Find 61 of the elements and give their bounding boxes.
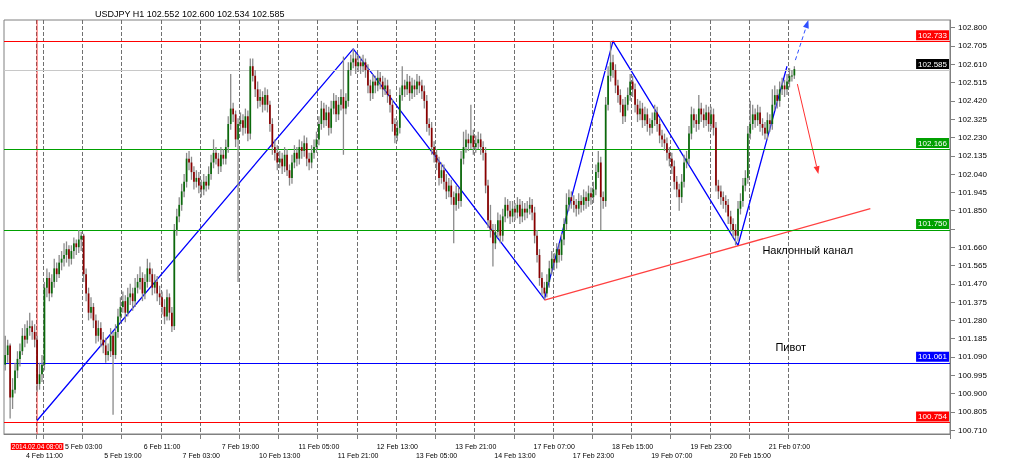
ref-line-label: 101.750 <box>918 219 948 229</box>
candlestick <box>264 86 266 112</box>
y-tick-label: 102.230 <box>958 132 988 142</box>
candlestick <box>778 80 781 108</box>
candlestick <box>97 319 100 343</box>
candlestick <box>9 342 11 420</box>
candlestick <box>411 77 413 100</box>
candlestick <box>381 75 384 98</box>
candlestick <box>242 113 244 137</box>
candlestick <box>791 69 793 83</box>
y-tick-label: 102.610 <box>958 59 988 69</box>
y-tick-label: 101.660 <box>958 242 988 252</box>
candlestick <box>509 200 511 225</box>
y-tick-label: 101.565 <box>958 261 988 271</box>
annotation: Пивот <box>775 341 807 354</box>
candlestick <box>759 106 761 133</box>
candlestick <box>166 288 168 322</box>
y-tick-label: 101.375 <box>958 297 988 307</box>
y-tick-label: 101.090 <box>958 352 988 362</box>
candlestick <box>646 107 649 133</box>
y-tick-label: 100.805 <box>958 407 988 417</box>
candlestick <box>771 88 774 131</box>
annotation: Наклонный канал <box>762 243 854 256</box>
y-tick-label: 100.710 <box>958 425 988 435</box>
candlestick <box>519 198 521 225</box>
y-tick-label: 102.040 <box>958 169 988 179</box>
candlestick <box>416 73 418 96</box>
y-tick-label: 100.900 <box>958 389 988 399</box>
chart-title: USDJPY H1 102.552 102.600 102.534 102.585 <box>95 8 285 19</box>
y-tick-label: 101.470 <box>958 279 988 289</box>
candlestick <box>666 136 668 162</box>
candlestick <box>590 186 592 206</box>
y-tick-label: 101.945 <box>958 187 988 197</box>
y-tick-label: 101.850 <box>958 206 988 216</box>
candlestick <box>335 94 337 123</box>
y-tick-label: 102.420 <box>958 96 988 106</box>
y-tick-label: 102.135 <box>958 151 988 161</box>
y-tick-label: 100.995 <box>958 370 988 380</box>
y-tick-label: 102.800 <box>958 23 988 33</box>
candlestick <box>151 267 154 297</box>
candlestick <box>499 213 502 245</box>
candlestick <box>58 254 60 279</box>
ref-line-label: 101.061 <box>918 352 948 362</box>
ref-line-label: 102.733 <box>918 30 948 40</box>
candlestick <box>68 244 70 268</box>
candlestick <box>702 107 705 129</box>
y-tick-label: 102.325 <box>958 114 988 124</box>
candlestick <box>357 54 359 73</box>
ref-line-label: 102.585 <box>918 59 948 69</box>
candlestick <box>134 277 136 308</box>
ref-line-label: 102.166 <box>918 138 948 148</box>
candlestick <box>48 271 51 302</box>
candlestick <box>585 190 587 210</box>
y-tick-label: 101.185 <box>958 334 988 344</box>
y-tick-label: 102.705 <box>958 41 988 51</box>
y-tick-label: 102.515 <box>958 78 988 88</box>
candlestick <box>126 287 129 318</box>
ref-line-label: 100.754 <box>918 411 948 421</box>
candlestick <box>327 106 330 137</box>
y-tick-label: 101.280 <box>958 315 988 325</box>
candlestick <box>63 242 65 268</box>
